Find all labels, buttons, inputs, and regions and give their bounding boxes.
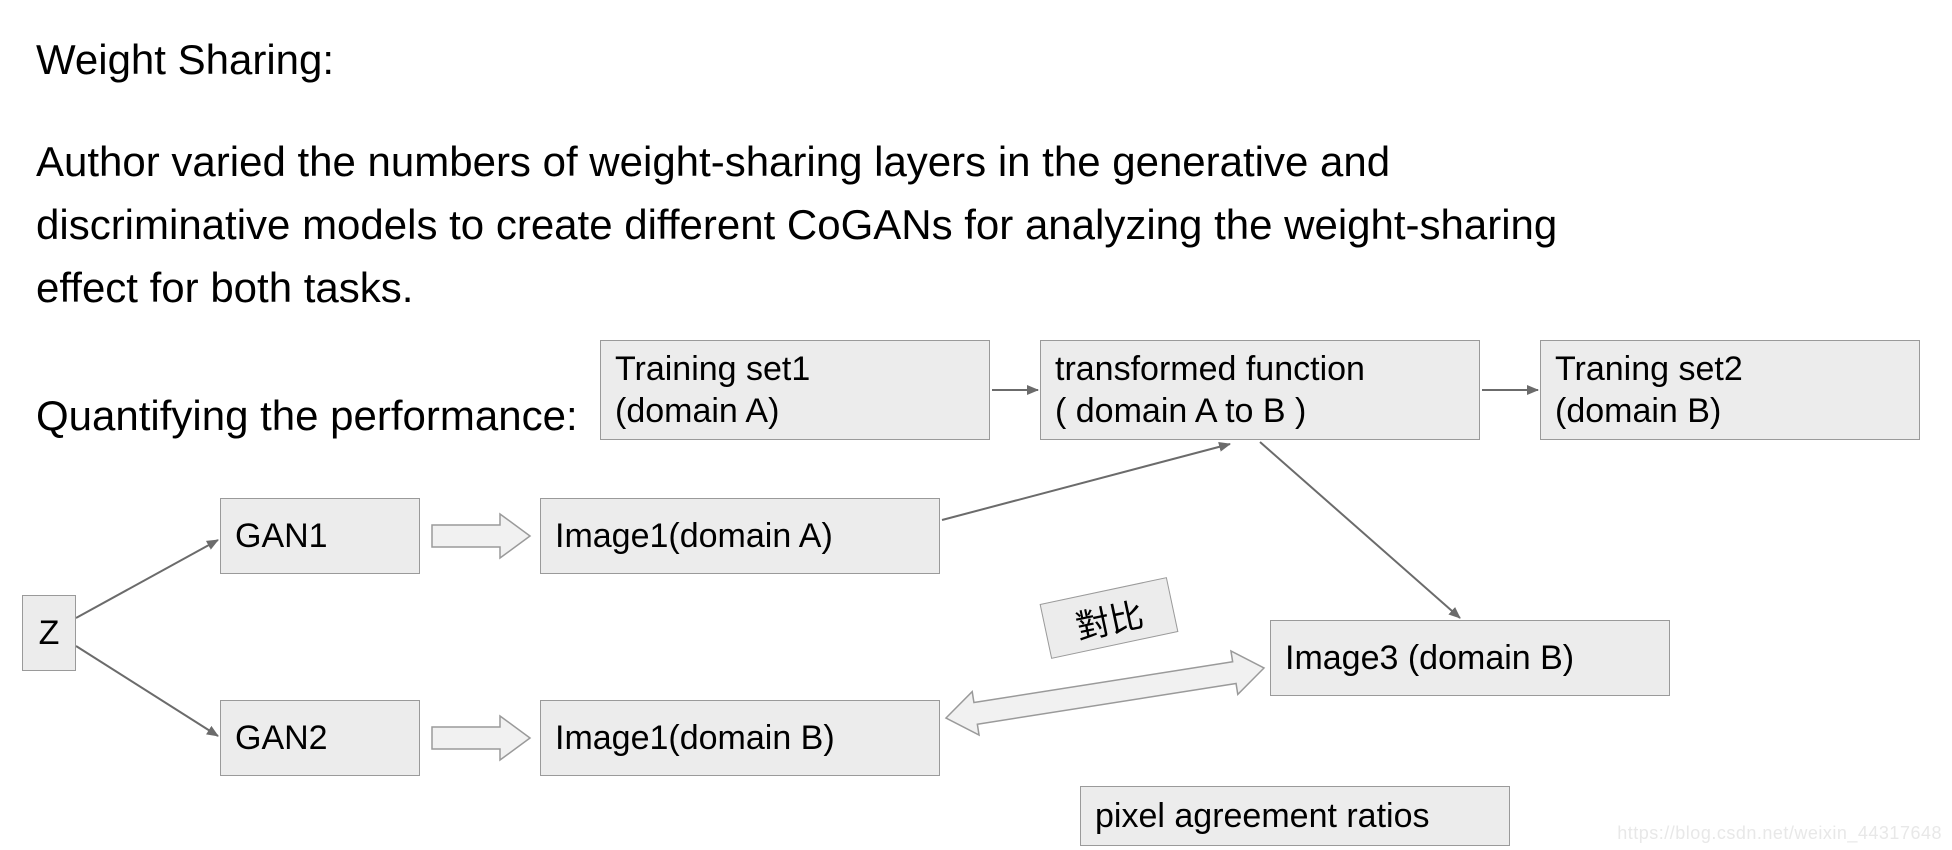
node-train2: Traning set2 (domain B) xyxy=(1540,340,1920,440)
node-z: Z xyxy=(22,595,76,671)
node-img1b-label: Image1(domain B) xyxy=(555,719,835,758)
paragraph: Author varied the numbers of weight-shar… xyxy=(36,130,1656,319)
node-img3-label: Image3 (domain B) xyxy=(1285,639,1574,678)
node-train2-label: Traning set2 (domain B) xyxy=(1555,348,1743,433)
node-train1-label: Training set1 (domain A) xyxy=(615,348,810,433)
node-gan2-label: GAN2 xyxy=(235,719,328,758)
node-z-label: Z xyxy=(39,614,60,653)
node-ratios-label: pixel agreement ratios xyxy=(1095,797,1430,836)
node-transf-label: transformed function ( domain A to B ) xyxy=(1055,348,1365,433)
node-img3: Image3 (domain B) xyxy=(1270,620,1670,696)
node-img1b: Image1(domain B) xyxy=(540,700,940,776)
node-compare-label: 對比 xyxy=(1071,587,1148,649)
node-gan1: GAN1 xyxy=(220,498,420,574)
node-gan1-label: GAN1 xyxy=(235,517,328,556)
node-gan2: GAN2 xyxy=(220,700,420,776)
node-transf: transformed function ( domain A to B ) xyxy=(1040,340,1480,440)
subtitle: Quantifying the performance: xyxy=(36,384,578,447)
node-img1a: Image1(domain A) xyxy=(540,498,940,574)
node-compare: 對比 xyxy=(1040,577,1179,659)
node-img1a-label: Image1(domain A) xyxy=(555,517,833,556)
watermark: https://blog.csdn.net/weixin_44317648 xyxy=(1617,823,1942,844)
node-ratios: pixel agreement ratios xyxy=(1080,786,1510,846)
title: Weight Sharing: xyxy=(36,28,334,91)
node-train1: Training set1 (domain A) xyxy=(600,340,990,440)
